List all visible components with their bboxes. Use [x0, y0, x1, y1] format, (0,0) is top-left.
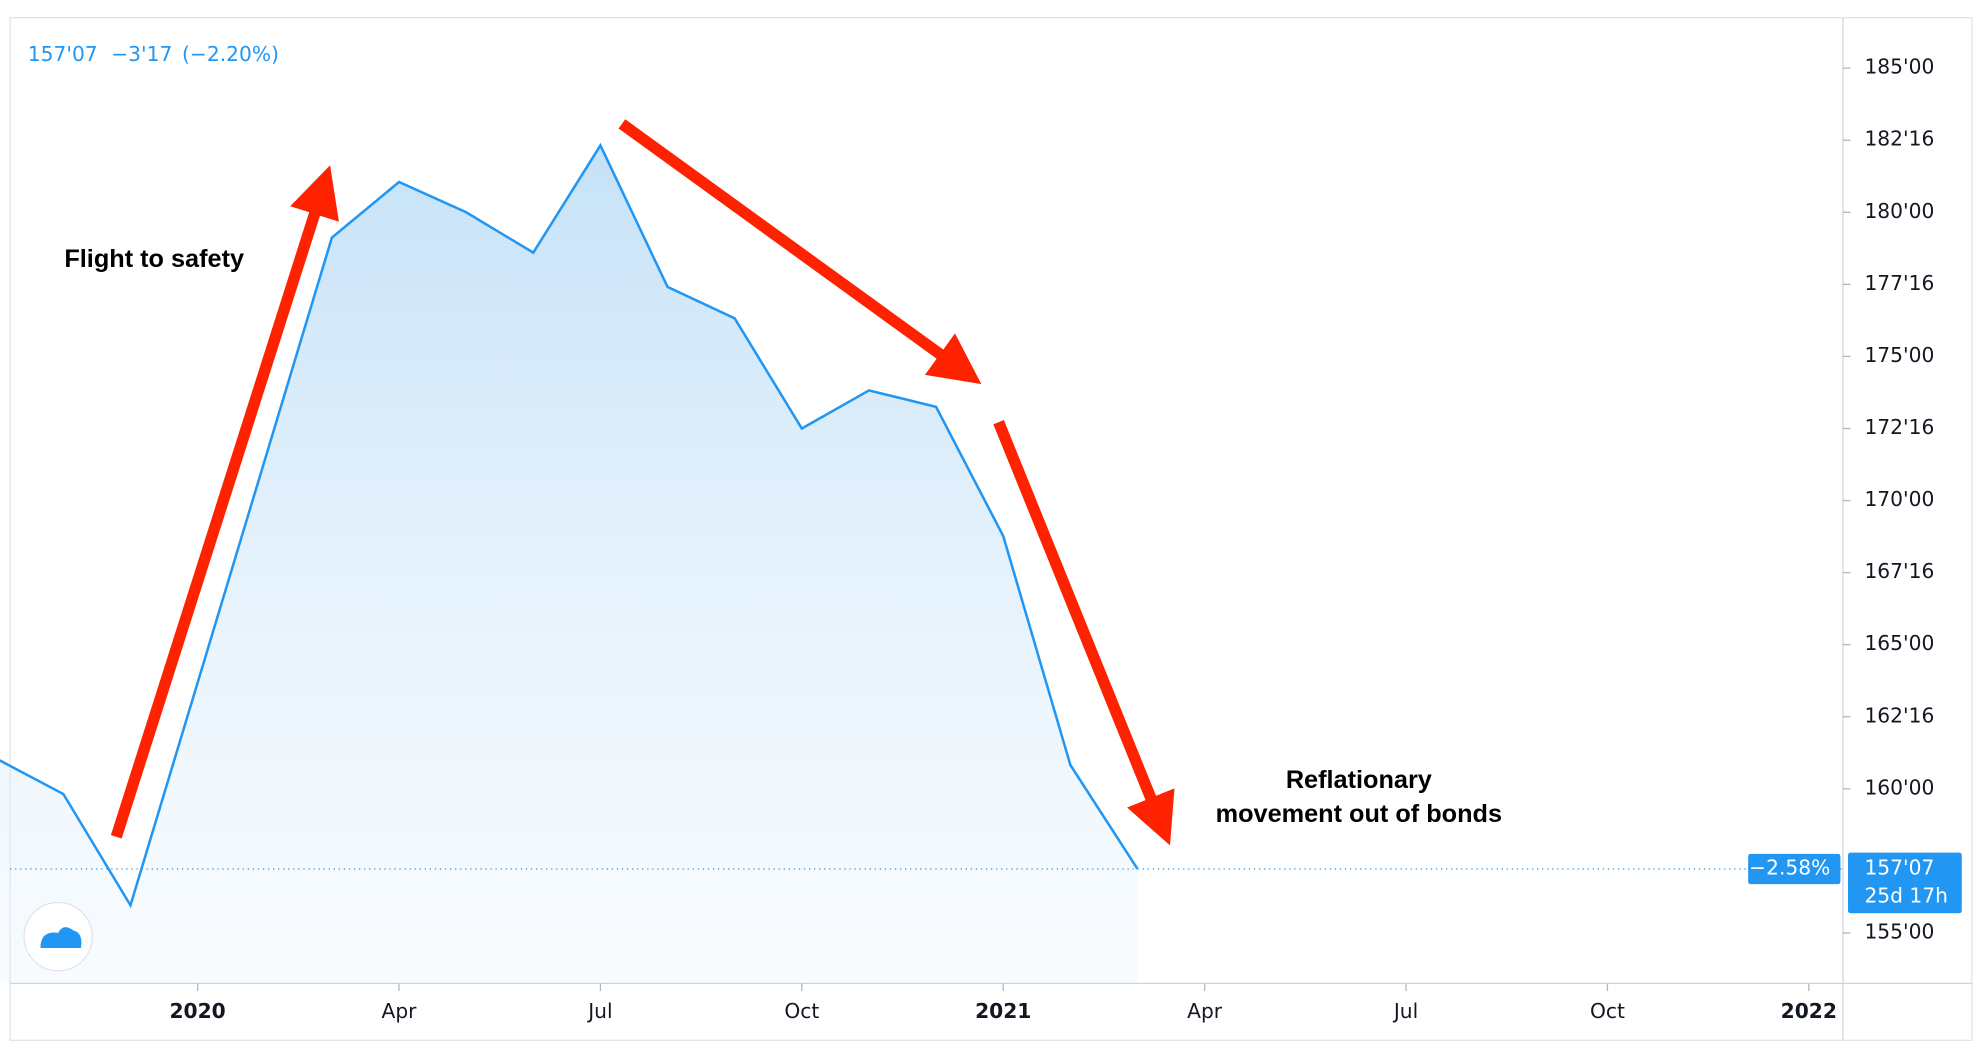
arrows — [110, 119, 1175, 846]
x-tick-label: 2022 — [1781, 999, 1837, 1023]
y-tick-label: 175'00 — [1864, 343, 1934, 367]
x-tick-label: Oct — [784, 999, 819, 1023]
arrow — [993, 420, 1175, 846]
y-tick-label: 162'16 — [1864, 703, 1934, 727]
countdown-label: 25d 17h — [1864, 883, 1948, 907]
logo-icon[interactable] — [40, 927, 82, 949]
y-tick-label: 160'00 — [1864, 775, 1934, 799]
area-fill — [0, 145, 1138, 984]
pct-badge — [1748, 853, 1841, 885]
price-line — [0, 142, 1139, 909]
frame — [9, 17, 1973, 1041]
x-tick-label: 2021 — [975, 999, 1031, 1023]
y-tick-label: 170'00 — [1864, 487, 1934, 511]
header-change-pct: (−2.20%) — [182, 42, 279, 66]
x-tick-label: Apr — [382, 999, 418, 1023]
header-price: 157'07 — [28, 42, 98, 66]
arrow — [618, 119, 982, 385]
y-tick-label: 180'00 — [1864, 199, 1934, 223]
arrow — [110, 165, 339, 839]
y-tick-label: 185'00 — [1864, 55, 1934, 79]
x-tick-label: Apr — [1187, 999, 1223, 1023]
x-tick-label: Jul — [586, 999, 612, 1023]
x-tick-label: Jul — [1392, 999, 1418, 1023]
header-change: −3'17 — [111, 42, 172, 66]
annotation: Flight to safety — [64, 245, 244, 273]
annotation: movement out of bonds — [1216, 800, 1502, 828]
y-tick-label: 172'16 — [1864, 415, 1934, 439]
y-tick-label: 182'16 — [1864, 127, 1934, 151]
annotation: Reflationary — [1286, 766, 1432, 794]
plot — [0, 142, 1139, 984]
x-tick-label: Oct — [1590, 999, 1625, 1023]
y-tick-label: 155'00 — [1864, 919, 1934, 943]
price-label: 157'07 — [1864, 856, 1934, 880]
y-tick-label: 165'00 — [1864, 631, 1934, 655]
y-tick-label: 177'16 — [1864, 271, 1934, 295]
y-tick-label: 167'16 — [1864, 559, 1934, 583]
logo[interactable] — [23, 901, 93, 972]
price-badge — [1848, 852, 1962, 914]
x-tick-label: 2020 — [169, 999, 225, 1023]
pct-label: −2.58% — [1749, 856, 1830, 880]
